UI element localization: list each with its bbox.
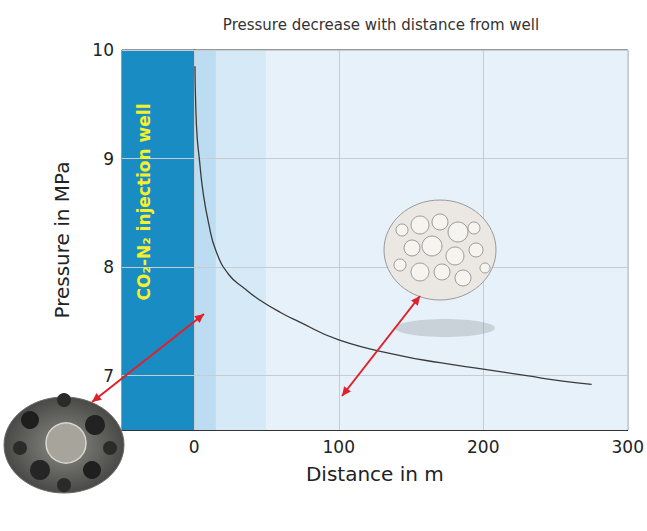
svg-text:10: 10 — [92, 40, 114, 60]
svg-text:CO₂-N₂ injection well: CO₂-N₂ injection well — [134, 104, 154, 301]
svg-text:7: 7 — [103, 366, 114, 386]
svg-text:9: 9 — [103, 149, 114, 169]
svg-text:Pressure in MPa: Pressure in MPa — [50, 161, 74, 318]
svg-text:100: 100 — [323, 437, 355, 457]
svg-text:300: 300 — [612, 437, 644, 457]
svg-text:0: 0 — [189, 437, 200, 457]
svg-text:Pressure decrease with distanc: Pressure decrease with distance from wel… — [223, 16, 539, 34]
svg-text:8: 8 — [103, 257, 114, 277]
svg-text:200: 200 — [467, 437, 499, 457]
svg-text:Distance in m: Distance in m — [306, 462, 444, 486]
